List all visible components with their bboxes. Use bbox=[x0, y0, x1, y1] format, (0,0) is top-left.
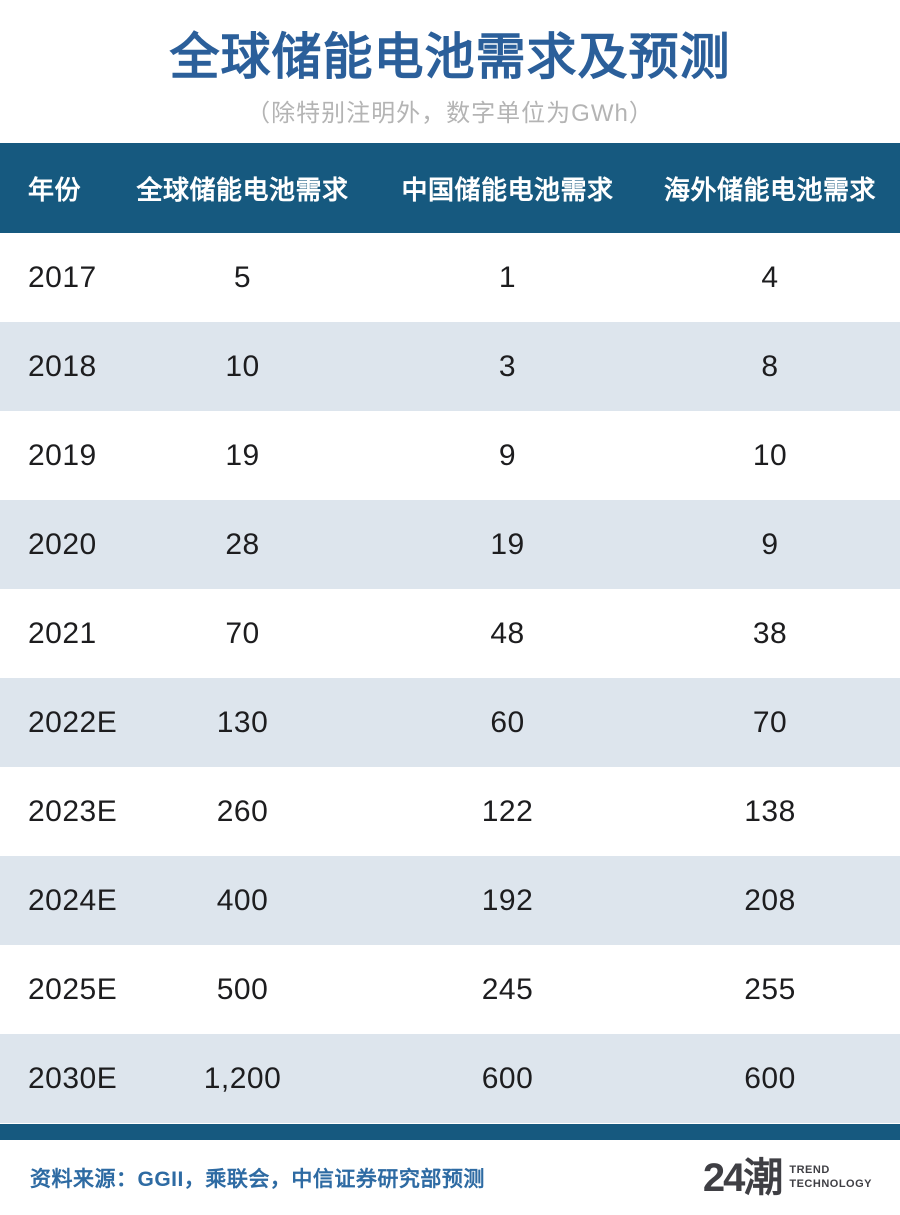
brand-logo: 24潮 TREND TECHNOLOGY bbox=[703, 1158, 872, 1198]
year-cell: 2022E bbox=[28, 705, 118, 739]
value-cell: 122 bbox=[481, 794, 534, 828]
footer: 资料来源：GGII，乘联会，中信证券研究部预测 24潮 TREND TECHNO… bbox=[0, 1140, 900, 1215]
table-row: 2017 5 1 4 bbox=[0, 233, 900, 322]
value-cell: 600 bbox=[744, 1061, 796, 1095]
data-source-note: 资料来源：GGII，乘联会，中信证券研究部预测 bbox=[30, 1167, 485, 1191]
logo-tagline-line1: TREND bbox=[789, 1163, 830, 1176]
value-cell: 9 bbox=[761, 527, 779, 561]
value-cell: 60 bbox=[490, 705, 525, 739]
page-subtitle: （除特别注明外，数字单位为GWh） bbox=[246, 100, 654, 127]
page-title: 全球储能电池需求及预测 bbox=[169, 29, 731, 85]
header-cell: 海外储能电池需求 bbox=[663, 174, 876, 205]
value-cell: 400 bbox=[216, 883, 269, 917]
value-cell: 600 bbox=[481, 1061, 534, 1095]
value-cell: 10 bbox=[225, 349, 260, 383]
year-cell: 2019 bbox=[28, 438, 97, 472]
table-header-row: 年份 全球储能电池需求 中国储能电池需求 海外储能电池需求 bbox=[0, 143, 900, 233]
value-cell: 1 bbox=[498, 260, 517, 294]
value-cell: 245 bbox=[481, 972, 534, 1006]
year-cell: 2021 bbox=[28, 616, 97, 650]
value-cell: 260 bbox=[216, 794, 269, 828]
table-row: 2018 10 3 8 bbox=[0, 322, 900, 411]
year-cell: 2024E bbox=[28, 883, 118, 917]
value-cell: 19 bbox=[490, 527, 525, 561]
value-cell: 48 bbox=[490, 616, 525, 650]
demand-table: 年份 全球储能电池需求 中国储能电池需求 海外储能电池需求 2017 5 1 4 2018 10 3… bbox=[0, 143, 900, 1123]
header-cell: 中国储能电池需求 bbox=[401, 174, 614, 205]
table-row: 2030E 1,200 600 600 bbox=[0, 1034, 900, 1123]
logo-tagline: TREND TECHNOLOGY bbox=[789, 1164, 872, 1192]
value-cell: 19 bbox=[225, 438, 260, 472]
value-cell: 70 bbox=[752, 705, 788, 739]
year-cell: 2030E bbox=[28, 1061, 118, 1095]
year-cell: 2025E bbox=[28, 972, 118, 1006]
value-cell: 5 bbox=[233, 260, 252, 294]
value-cell: 138 bbox=[744, 794, 796, 828]
header-cell: 年份 bbox=[28, 174, 82, 205]
value-cell: 70 bbox=[225, 616, 260, 650]
table-row: 2025E 500 245 255 bbox=[0, 945, 900, 1034]
table-row: 2021 70 48 38 bbox=[0, 589, 900, 678]
value-cell: 10 bbox=[752, 438, 788, 472]
value-cell: 9 bbox=[498, 438, 517, 472]
value-cell: 8 bbox=[761, 349, 779, 383]
logo-wordmark: 24潮 bbox=[702, 1155, 783, 1200]
value-cell: 4 bbox=[761, 260, 779, 294]
year-cell: 2020 bbox=[28, 527, 97, 561]
table-bottom-bar bbox=[0, 1124, 900, 1140]
table-row: 2022E 130 60 70 bbox=[0, 678, 900, 767]
value-cell: 1,200 bbox=[203, 1061, 282, 1095]
logo-tagline-line2: TECHNOLOGY bbox=[789, 1177, 872, 1190]
value-cell: 3 bbox=[498, 349, 517, 383]
value-cell: 28 bbox=[225, 527, 260, 561]
table-row: 2019 19 9 10 bbox=[0, 411, 900, 500]
value-cell: 192 bbox=[481, 883, 534, 917]
table-row: 2023E 260 122 138 bbox=[0, 767, 900, 856]
value-cell: 208 bbox=[744, 883, 796, 917]
year-cell: 2023E bbox=[28, 794, 118, 828]
year-cell: 2017 bbox=[28, 260, 97, 294]
table-row: 2024E 400 192 208 bbox=[0, 856, 900, 945]
value-cell: 38 bbox=[752, 616, 788, 650]
value-cell: 130 bbox=[216, 705, 269, 739]
year-cell: 2018 bbox=[28, 349, 97, 383]
table-row: 2020 28 19 9 bbox=[0, 500, 900, 589]
value-cell: 255 bbox=[744, 972, 796, 1006]
header-cell: 全球储能电池需求 bbox=[136, 174, 349, 205]
value-cell: 500 bbox=[216, 972, 269, 1006]
